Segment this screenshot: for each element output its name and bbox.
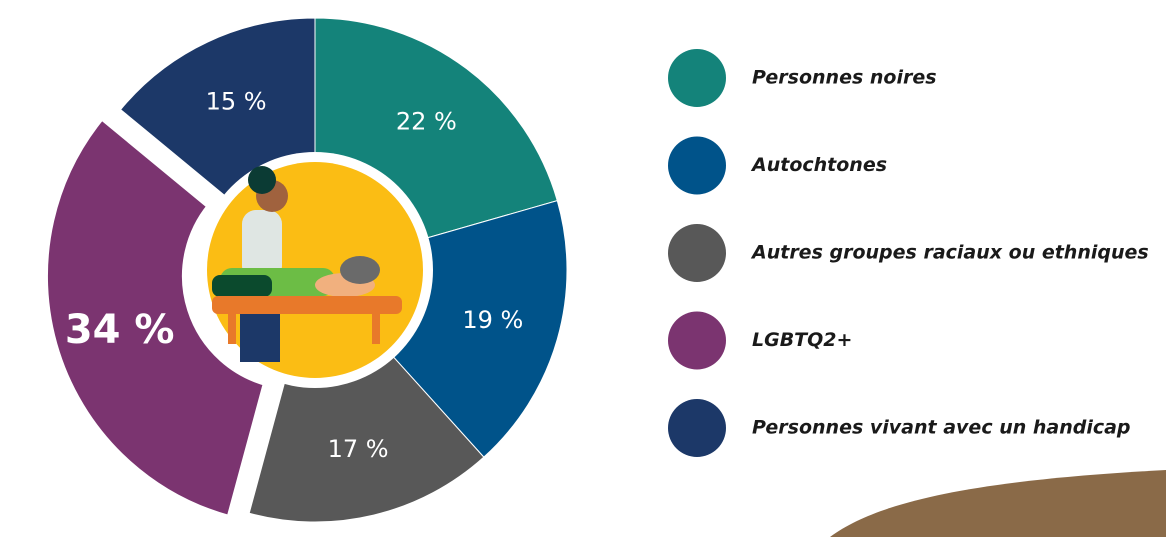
center-illustration [197,152,433,388]
legend-swatch [668,312,726,370]
legend-swatch [668,49,726,107]
legend-label: Autochtones [750,154,887,176]
slice-label: 34 % [65,307,175,353]
photo-corner [830,470,1166,537]
slice-label: 15 % [206,88,267,116]
slice-label: 19 % [462,306,523,334]
slice-label: 22 % [396,107,457,135]
chart: Personnes noires Autochtones Autres groupe… [0,0,1166,537]
slice-label: 17 % [328,435,389,463]
legend-label: Personnes vivant avec un handicap [752,417,1131,439]
legend-label: LGBTQ2+ [752,329,852,351]
legend-swatch [668,137,726,195]
legend-swatch [668,399,726,457]
legend: Personnes noires Autochtones Autres groupe… [668,49,1149,457]
legend-label: Autres groupes raciaux ou ethniques [750,242,1149,264]
legend-label: Personnes noires [752,67,937,89]
legend-swatch [668,224,726,282]
